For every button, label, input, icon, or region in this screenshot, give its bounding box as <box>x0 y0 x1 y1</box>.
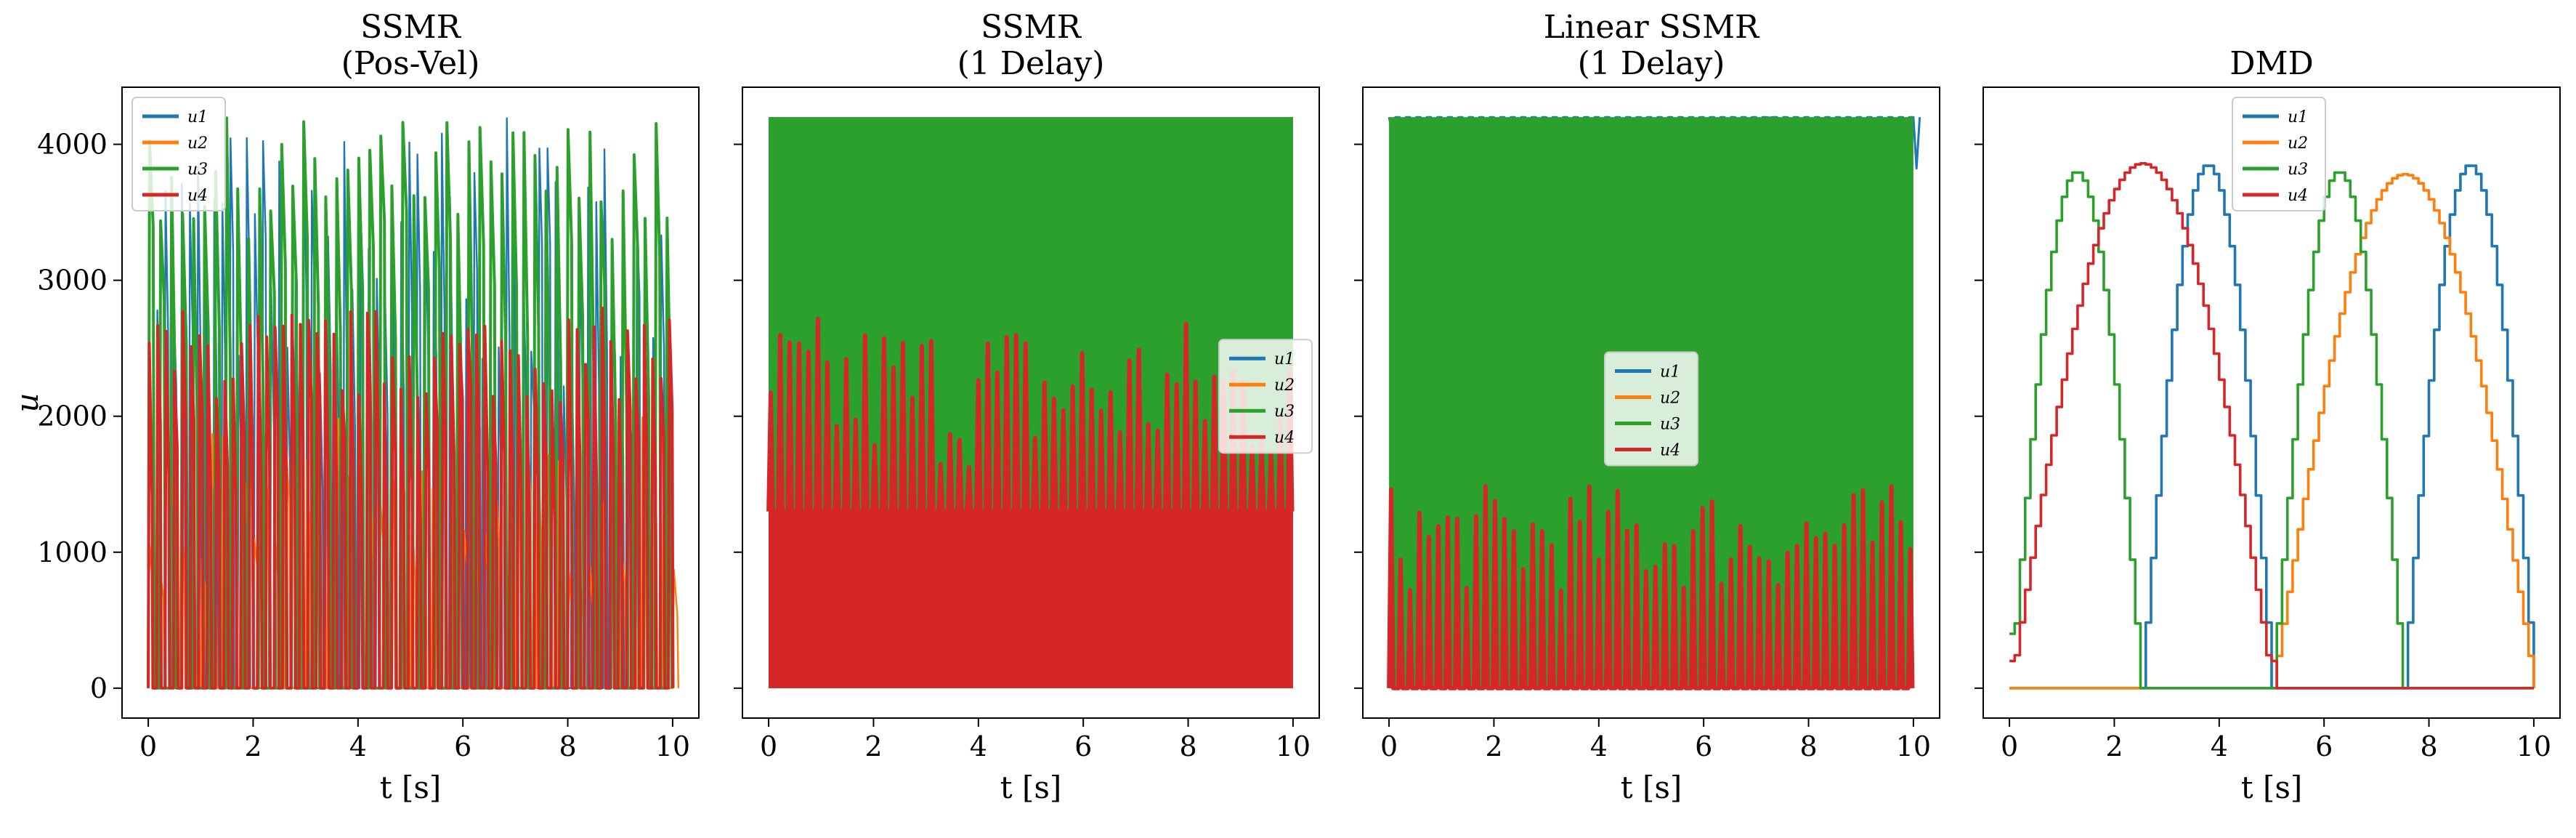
plot-area <box>766 117 1295 688</box>
series-band-u4 <box>769 511 1293 688</box>
x-tick-label: 0 <box>2001 730 2018 762</box>
legend-box <box>2232 97 2326 211</box>
legend: u1 u2 u3 u4 <box>1218 339 1313 454</box>
axes-frame <box>121 86 700 719</box>
legend-label-u2: u2 <box>1660 390 1680 408</box>
x-tick-label: 8 <box>559 730 576 762</box>
x-tick-label: 6 <box>1695 730 1712 762</box>
chart-title: (Pos-Vel) <box>341 45 480 82</box>
y-tick-label: 3000 <box>37 265 108 297</box>
series-line-u3 <box>2009 171 2534 690</box>
legend-label-u3: u3 <box>187 161 208 179</box>
legend-label-u1: u1 <box>1660 363 1680 382</box>
legend-label-u4: u4 <box>1274 429 1295 447</box>
x-tick-label: 2 <box>244 730 262 762</box>
legend-box <box>131 97 226 211</box>
x-tick-label: 0 <box>760 730 777 762</box>
x-tick-label: 0 <box>1380 730 1398 762</box>
x-axis-label: t [s] <box>1621 770 1682 805</box>
chart-title: DMD <box>2229 45 2314 82</box>
axes-frame <box>1982 86 2561 719</box>
chart-title: SSMR <box>360 9 462 46</box>
chart-panel-1: 0 2 4 6 8 10 0 1000 2000 3000 4000 SSMR(Pos-Vel) t [… <box>9 9 700 805</box>
x-tick-label: 2 <box>864 730 882 762</box>
legend-label-u2: u2 <box>1274 376 1295 395</box>
x-tick-label: 4 <box>349 730 367 762</box>
x-tick-label: 10 <box>655 730 690 762</box>
y-tick-label: 0 <box>90 672 108 704</box>
legend: u1 u2 u3 u4 <box>131 97 226 211</box>
series-line-u4 <box>2009 162 2534 690</box>
plot-area <box>2009 162 2535 690</box>
x-tick-label: 6 <box>1074 730 1092 762</box>
legend-label-u4: u4 <box>2288 187 2308 205</box>
legend-label-u3: u3 <box>1660 416 1680 434</box>
chart-title: Linear SSMR <box>1544 9 1760 46</box>
x-tick-label: 8 <box>1179 730 1196 762</box>
x-tick-label: 10 <box>2516 730 2551 762</box>
series-line-u1 <box>2009 164 2535 690</box>
legend: u1 u2 u3 u4 <box>2232 97 2326 211</box>
x-tick-label: 4 <box>970 730 987 762</box>
legend-label-u2: u2 <box>187 134 208 153</box>
x-tick-label: 4 <box>1590 730 1608 762</box>
chart-panel-2: 0 2 4 6 8 10 SSMR(1 Delay) t [s] u1 u2 u3 u4 <box>734 9 1320 805</box>
x-tick-label: 2 <box>2105 730 2123 762</box>
legend-label-u1: u1 <box>1274 350 1295 368</box>
legend-label-u2: u2 <box>2288 134 2308 153</box>
legend-label-u4: u4 <box>187 187 208 205</box>
chart-panel-3: 0 2 4 6 8 10 Linear SSMR(1 Delay) t [s] u1 u2 u3 u4 <box>1354 9 1940 805</box>
series-line-u4 <box>1387 484 1915 690</box>
x-tick-label: 4 <box>2211 730 2228 762</box>
axes-frame <box>742 86 1320 719</box>
y-axis-label: u <box>9 392 45 412</box>
x-tick-label: 2 <box>1485 730 1502 762</box>
x-tick-label: 6 <box>2315 730 2333 762</box>
legend: u1 u2 u3 u4 <box>1604 351 1698 467</box>
x-tick-label: 8 <box>2420 730 2437 762</box>
plot-area <box>147 116 679 690</box>
legend-label-u3: u3 <box>1274 403 1295 421</box>
x-tick-label: 10 <box>1896 730 1931 762</box>
chart-panel-4: 0 2 4 6 8 10 DMD t [s] u1 u2 u3 u4 <box>1974 45 2561 805</box>
y-tick-label: 2000 <box>37 400 108 432</box>
x-tick-label: 6 <box>454 730 471 762</box>
x-tick-label: 10 <box>1276 730 1311 762</box>
legend-label-u4: u4 <box>1660 442 1680 460</box>
y-tick-label: 4000 <box>37 129 108 161</box>
x-tick-label: 8 <box>1799 730 1817 762</box>
series-line-u2 <box>2009 172 2535 690</box>
y-tick-label: 1000 <box>37 536 108 568</box>
legend-label-u1: u1 <box>187 108 208 126</box>
x-axis-label: t [s] <box>1000 770 1062 805</box>
axes-frame <box>1362 86 1940 719</box>
x-tick-label: 0 <box>139 730 157 762</box>
x-axis-label: t [s] <box>2241 770 2303 805</box>
chart-title: (1 Delay) <box>1578 45 1725 82</box>
chart-title: (1 Delay) <box>957 45 1105 82</box>
legend-label-u1: u1 <box>2288 108 2308 126</box>
series-line-u4 <box>766 316 1295 514</box>
series-line-u4 <box>147 306 675 690</box>
chart-title: SSMR <box>981 9 1082 46</box>
legend-label-u3: u3 <box>2288 161 2308 179</box>
legend-box <box>1218 339 1313 454</box>
legend-box <box>1604 351 1698 467</box>
x-axis-label: t [s] <box>380 770 442 805</box>
